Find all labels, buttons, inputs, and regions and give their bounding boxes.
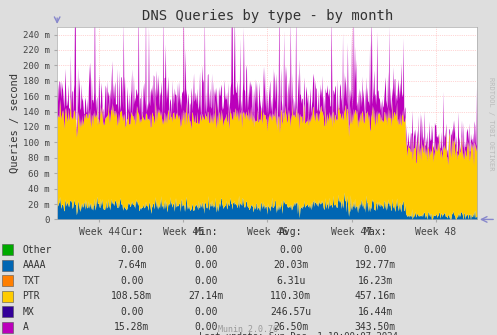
Text: 343.50m: 343.50m: [355, 322, 396, 332]
Text: 192.77m: 192.77m: [355, 260, 396, 270]
Text: 16.23m: 16.23m: [358, 276, 393, 286]
Text: 0.00: 0.00: [120, 307, 144, 317]
Text: 0.00: 0.00: [120, 276, 144, 286]
Text: Munin 2.0.76: Munin 2.0.76: [219, 325, 278, 334]
Bar: [2, 322, 13, 333]
Text: 0.00: 0.00: [194, 322, 218, 332]
Text: 6.31u: 6.31u: [276, 276, 306, 286]
Text: 20.03m: 20.03m: [273, 260, 308, 270]
Text: 0.00: 0.00: [279, 245, 303, 255]
Text: 0.00: 0.00: [194, 307, 218, 317]
Text: 7.64m: 7.64m: [117, 260, 147, 270]
Text: RRDTOOL / TOBI OETIKER: RRDTOOL / TOBI OETIKER: [488, 77, 494, 171]
Text: Min:: Min:: [194, 227, 218, 237]
Bar: [2, 244, 13, 255]
Bar: [2, 291, 13, 302]
Text: 246.57u: 246.57u: [270, 307, 311, 317]
Text: Cur:: Cur:: [120, 227, 144, 237]
Text: 110.30m: 110.30m: [270, 291, 311, 301]
Bar: [2, 275, 13, 286]
Text: AAAA: AAAA: [22, 260, 46, 270]
Text: 16.44m: 16.44m: [358, 307, 393, 317]
Text: 0.00: 0.00: [194, 276, 218, 286]
Bar: [2, 306, 13, 317]
Text: TXT: TXT: [22, 276, 40, 286]
Text: 457.16m: 457.16m: [355, 291, 396, 301]
Text: Avg:: Avg:: [279, 227, 303, 237]
Text: Max:: Max:: [363, 227, 387, 237]
Y-axis label: Queries / second: Queries / second: [10, 73, 20, 173]
Text: 0.00: 0.00: [194, 245, 218, 255]
Text: A: A: [22, 322, 28, 332]
Text: 108.58m: 108.58m: [111, 291, 152, 301]
Text: 26.50m: 26.50m: [273, 322, 308, 332]
Text: 27.14m: 27.14m: [189, 291, 224, 301]
Bar: [2, 260, 13, 271]
Text: 15.28m: 15.28m: [114, 322, 149, 332]
Title: DNS Queries by type - by month: DNS Queries by type - by month: [142, 9, 393, 23]
Text: 0.00: 0.00: [363, 245, 387, 255]
Text: 0.00: 0.00: [120, 245, 144, 255]
Text: 0.00: 0.00: [194, 260, 218, 270]
Text: Other: Other: [22, 245, 52, 255]
Text: MX: MX: [22, 307, 34, 317]
Text: PTR: PTR: [22, 291, 40, 301]
Text: Last update: Sun Dec  1 19:00:07 2024: Last update: Sun Dec 1 19:00:07 2024: [199, 332, 398, 335]
